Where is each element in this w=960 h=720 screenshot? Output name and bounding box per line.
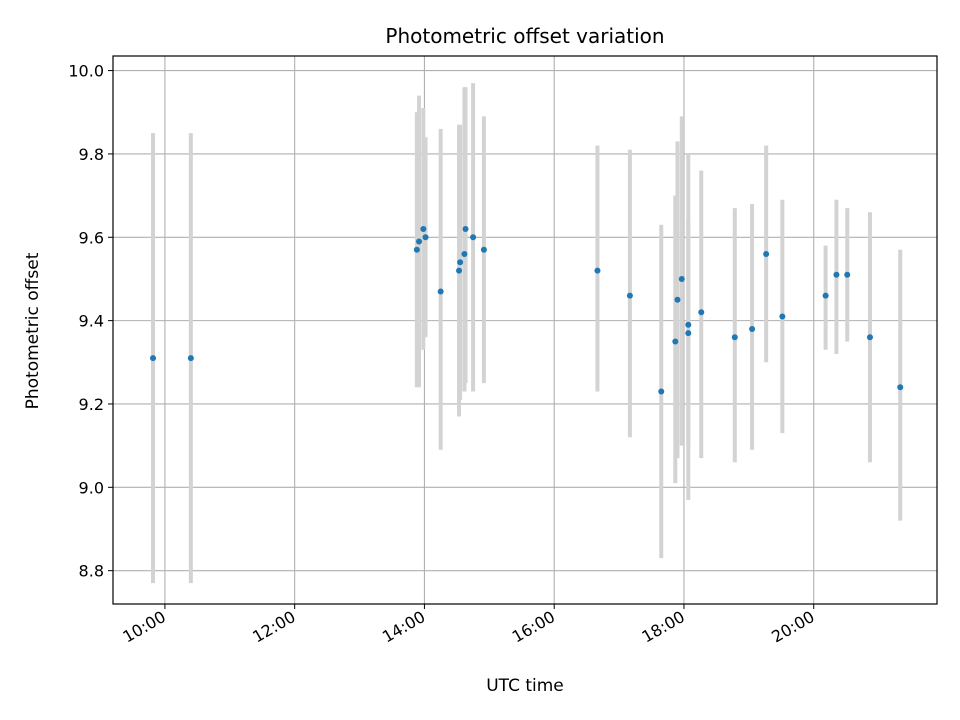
data-point	[150, 355, 157, 362]
data-point	[678, 275, 685, 282]
data-point	[594, 267, 601, 274]
data-point	[658, 388, 665, 395]
grid-lines	[113, 56, 937, 604]
data-point	[749, 325, 756, 332]
data-point	[698, 309, 705, 316]
data-point	[470, 234, 477, 241]
data-point	[763, 250, 770, 257]
axes	[108, 55, 938, 609]
data-point	[437, 288, 444, 295]
x-tick-label: 18:00	[639, 607, 688, 647]
data-point	[822, 292, 829, 299]
data-point	[413, 246, 420, 253]
data-point	[457, 259, 464, 266]
data-point	[416, 238, 423, 245]
data-point	[731, 334, 738, 341]
tick-labels: 10:00 12:00 14:00 16:00 18:00 20:00 8.8 9.0 9.2 9…	[68, 62, 817, 647]
data-point	[866, 334, 873, 341]
x-tick-label: 20:00	[768, 607, 817, 647]
data-points	[150, 225, 904, 395]
data-point	[461, 250, 468, 257]
x-tick-label: 12:00	[249, 607, 298, 647]
data-point	[674, 296, 681, 303]
y-axis-label: Photometric offset	[23, 252, 43, 409]
y-tick-label: 9.2	[79, 395, 104, 414]
y-tick-label: 8.8	[79, 562, 104, 581]
data-point	[422, 234, 429, 241]
x-axis-label: UTC time	[486, 676, 564, 696]
data-point	[779, 313, 786, 320]
data-point	[626, 292, 633, 299]
y-tick-label: 10.0	[68, 62, 104, 81]
data-point	[462, 225, 469, 232]
data-point	[833, 271, 840, 278]
data-point	[456, 267, 463, 274]
data-point	[685, 321, 692, 328]
data-point	[844, 271, 851, 278]
error-bars	[151, 83, 903, 584]
chart-title: Photometric offset variation	[385, 24, 664, 48]
data-point	[187, 355, 194, 362]
data-point	[672, 338, 679, 345]
y-tick-label: 9.8	[79, 145, 104, 164]
data-point	[420, 225, 427, 232]
plot-frame	[112, 55, 938, 605]
data-point	[685, 330, 692, 337]
data-point	[480, 246, 487, 253]
x-tick-label: 16:00	[509, 607, 558, 647]
y-tick-label: 9.0	[79, 478, 104, 497]
x-tick-label: 10:00	[119, 607, 168, 647]
data-point	[897, 384, 904, 391]
y-tick-label: 9.6	[79, 228, 104, 247]
y-tick-label: 9.4	[79, 312, 104, 331]
x-tick-label: 14:00	[379, 607, 428, 647]
